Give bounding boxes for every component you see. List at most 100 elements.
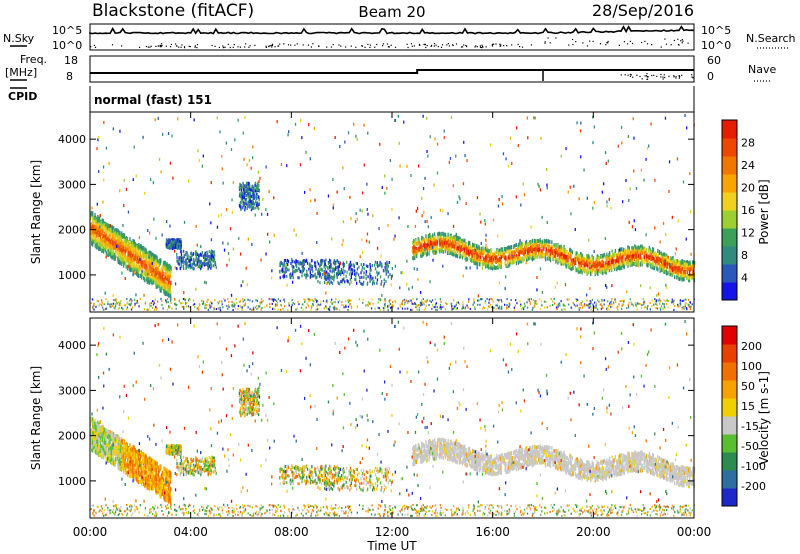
power-cell (657, 256, 659, 261)
nsearch-point (589, 40, 591, 42)
power-cell (96, 224, 98, 229)
power-cell (636, 302, 638, 305)
nave-point (660, 73, 662, 76)
power-cell (510, 299, 512, 302)
power-cell (555, 243, 557, 247)
power-cell (688, 304, 690, 307)
power-cell (563, 248, 565, 253)
power-cell (595, 259, 598, 264)
power-cell (626, 254, 628, 259)
nsearch-point (382, 45, 384, 47)
nsearch-point (418, 43, 421, 46)
nave-point (639, 75, 641, 78)
power-cell (649, 302, 651, 304)
power-cell (659, 261, 661, 266)
power-cell (518, 252, 520, 257)
power-cell (115, 251, 117, 256)
power-cell (158, 278, 160, 283)
power-cell (686, 308, 688, 311)
power-cell (137, 269, 139, 274)
power-cell (633, 252, 636, 257)
power-cell (428, 248, 431, 253)
nsearch-point (430, 45, 432, 47)
power-cell (413, 303, 415, 305)
power-cell (671, 301, 673, 304)
power-cell (512, 260, 514, 265)
power-cell (641, 304, 643, 307)
nsearch-point (233, 44, 235, 46)
power-cell (423, 251, 425, 255)
power-cell (648, 255, 650, 260)
power-cell (444, 246, 446, 251)
power-cell (494, 256, 496, 261)
power-cell (283, 308, 285, 311)
power-cell (260, 308, 262, 311)
power-cell (507, 259, 510, 264)
power-cell (667, 306, 669, 309)
power-cell (465, 256, 468, 261)
power-cell (195, 250, 197, 254)
power-cell (485, 248, 487, 253)
power-cell (671, 262, 674, 267)
power-cell (384, 302, 386, 305)
nsearch-label: N.Search (746, 32, 796, 45)
power-cell (556, 304, 558, 307)
power-cell (435, 238, 437, 243)
power-cell (663, 303, 665, 306)
power-cell (652, 263, 654, 268)
power-cell (582, 257, 584, 262)
power-cell (465, 246, 467, 251)
power-cell (510, 256, 513, 261)
power-cell (603, 268, 605, 273)
power-cell (107, 300, 109, 303)
power-cell (126, 308, 128, 311)
power-cell (500, 299, 502, 301)
power-cell (534, 302, 536, 304)
power-cell (635, 254, 637, 259)
nsearch-point (157, 45, 159, 47)
nsky-left-tick-high: 10^5 (52, 24, 82, 37)
power-cell (247, 298, 249, 301)
power-cell (331, 298, 333, 301)
power-cell (611, 305, 613, 308)
nsky-panel: N.Sky 10^5 10^0 10^5 10^0 N.Search (3, 23, 796, 52)
power-cell (613, 259, 615, 264)
power-cell (655, 300, 657, 303)
power-cell (298, 303, 300, 306)
power-cell (441, 240, 443, 245)
power-cell (384, 299, 387, 302)
power-cell (533, 243, 535, 248)
nsearch-point (592, 40, 594, 42)
power-cell (678, 268, 680, 273)
power-cell (586, 260, 588, 264)
power-cell (191, 262, 193, 266)
power-cell (571, 250, 573, 255)
power-cell (602, 253, 605, 258)
power-cell (678, 266, 680, 271)
power-cell (661, 260, 663, 265)
power-cell (684, 303, 686, 306)
power-cell (426, 299, 428, 302)
nsearch-point (448, 45, 450, 47)
power-cell (440, 308, 442, 311)
power-cell (420, 250, 423, 255)
power-cell (523, 250, 525, 255)
power-cell (492, 252, 494, 257)
power-cell (440, 300, 442, 303)
power-cell (663, 258, 666, 263)
power-cell (521, 306, 524, 309)
power-cell (356, 305, 358, 308)
power-cell (120, 236, 123, 241)
power-cell (437, 232, 439, 237)
power-cell (686, 272, 688, 277)
power-cell (536, 254, 539, 259)
power-cell (676, 268, 678, 273)
power-cell (457, 240, 459, 245)
power-cell (515, 256, 517, 261)
power-cell (561, 259, 563, 264)
power-cell (555, 250, 557, 255)
power-cell (492, 259, 494, 264)
nsearch-point (307, 44, 310, 46)
power-cell (669, 272, 672, 277)
power-cell (585, 261, 587, 265)
